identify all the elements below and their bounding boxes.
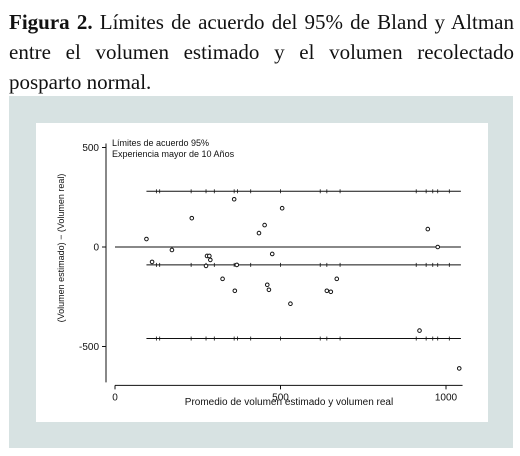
data-point	[232, 288, 238, 294]
data-point	[220, 276, 225, 282]
chart-panel: 500 0 -500 0 500 1000 Límites de acuerdo 95% …	[9, 96, 513, 448]
data-point	[144, 236, 149, 242]
data-point	[169, 247, 175, 253]
annotation-line-2: Experiencia mayor de 10 Años	[112, 149, 235, 159]
data-point	[266, 287, 272, 293]
annotation-line-1: Límites de acuerdo 95%	[112, 138, 209, 148]
x-tick-label: 0	[112, 392, 118, 403]
data-point	[269, 251, 275, 257]
data-point	[425, 226, 431, 232]
data-point	[279, 205, 285, 211]
x-axis-label: Promedio de volumen estimado y volumen r…	[185, 397, 393, 408]
x-tick-label: 500	[272, 392, 289, 403]
data-point	[231, 196, 237, 202]
figure-label: Figura 2.	[9, 10, 93, 34]
data-point	[324, 288, 330, 294]
plot-region	[36, 123, 488, 422]
data-point	[207, 253, 212, 259]
data-point	[256, 230, 262, 236]
data-point	[328, 289, 334, 295]
data-point	[435, 244, 441, 250]
figure-caption: Figura 2. Límites de acuerdo del 95% de …	[9, 7, 514, 97]
figure-caption-text: Límites de acuerdo del 95% de Bland y Al…	[9, 10, 515, 94]
y-tick-label: 0	[93, 243, 99, 254]
y-tick-label: -500	[79, 342, 99, 353]
data-point	[417, 328, 422, 333]
y-tick-label: 500	[82, 143, 99, 154]
data-point	[203, 263, 209, 269]
data-point	[264, 282, 270, 288]
data-point	[234, 262, 240, 268]
x-tick-label: 1000	[435, 392, 458, 403]
data-point	[149, 259, 155, 265]
data-point	[288, 301, 293, 307]
y-axis-label: (Volumen estimado) − (Volumen real)	[56, 174, 66, 323]
data-point	[334, 276, 340, 282]
data-point	[262, 222, 267, 228]
data-point	[189, 215, 195, 221]
data-point	[208, 257, 213, 263]
data-point	[456, 366, 462, 371]
